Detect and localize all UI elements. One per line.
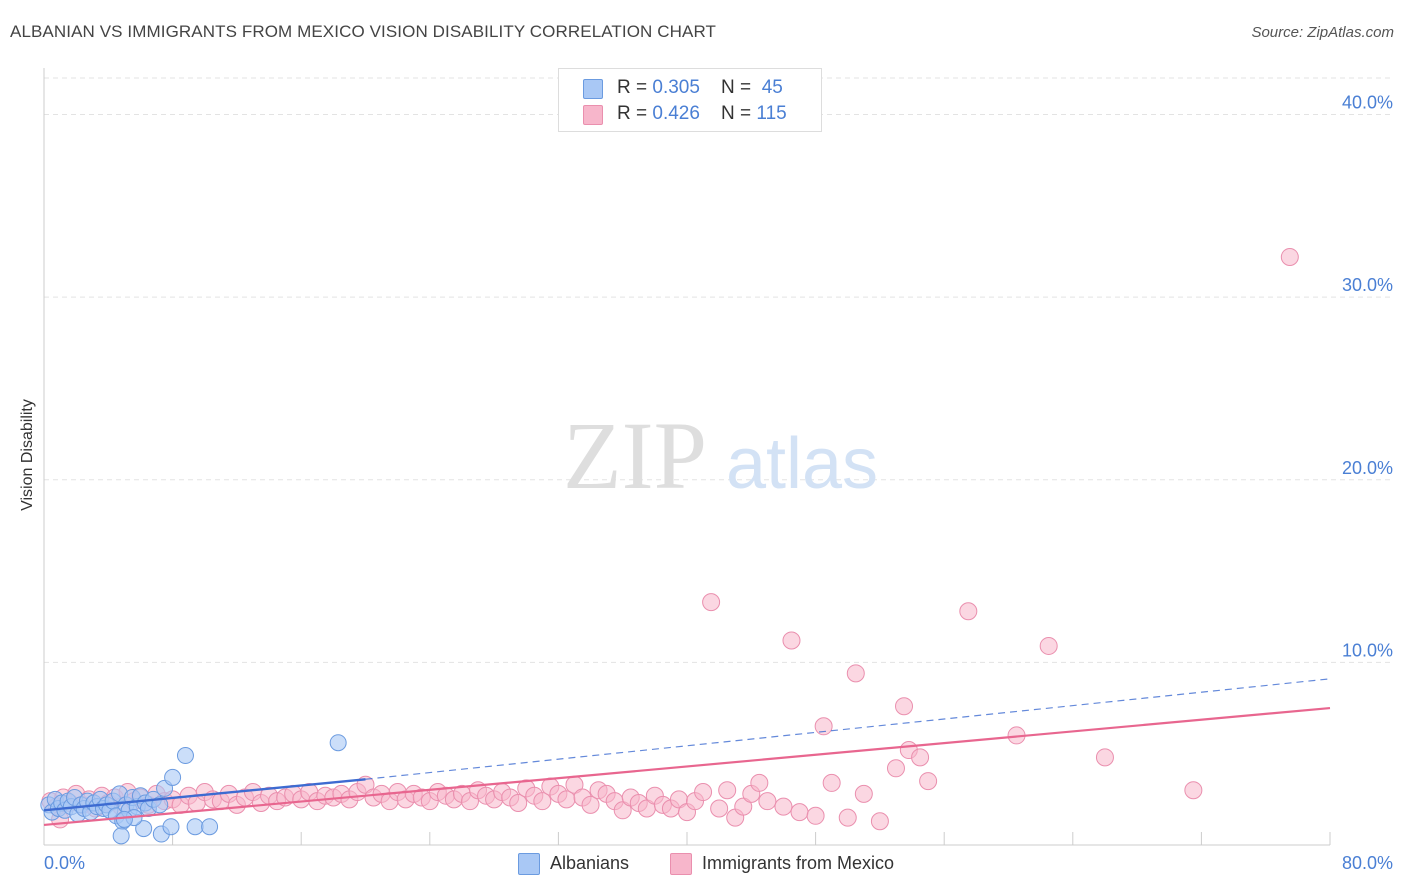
grid-lines xyxy=(44,77,1392,663)
n-value-albanians: 45 xyxy=(761,77,783,98)
mexico-trend-line xyxy=(43,706,1331,827)
watermark: ZIP atlas xyxy=(563,402,878,509)
mexico-point xyxy=(838,808,857,827)
albanian-trend-line xyxy=(43,778,366,812)
albanian-point xyxy=(176,747,194,765)
r-value-mexico: 0.426 xyxy=(652,103,700,124)
albanians-legend-label: Albanians xyxy=(550,853,630,873)
albanian-point xyxy=(151,796,169,814)
mexico-point xyxy=(750,773,769,792)
mexico-point xyxy=(758,792,777,811)
y-tick-label: 30.0% xyxy=(1342,275,1393,295)
mexico-point xyxy=(694,783,713,802)
albanian-point xyxy=(135,820,153,838)
mexico-point xyxy=(718,781,737,800)
albanian-point xyxy=(186,818,204,836)
mexico-point xyxy=(886,759,905,778)
albanian-point xyxy=(329,734,347,752)
mexico-point xyxy=(1280,247,1299,266)
mexico-legend-swatch xyxy=(670,853,692,875)
mexico-point xyxy=(782,631,801,650)
mexico-point xyxy=(710,799,729,818)
x-tick-label-max: 80.0% xyxy=(1342,853,1393,873)
n-label: N = xyxy=(721,103,757,124)
mexico-point xyxy=(1095,748,1114,767)
watermark-zip: ZIP xyxy=(563,402,707,509)
mexico-point xyxy=(509,793,528,812)
r-label: R = xyxy=(617,77,653,98)
y-tick-label: 20.0% xyxy=(1342,458,1393,478)
albanians-swatch xyxy=(583,79,603,99)
albanian-point xyxy=(201,818,219,836)
r-value-albanians: 0.305 xyxy=(652,77,700,98)
albanian-trend-extension xyxy=(365,678,1331,780)
y-tick-label: 40.0% xyxy=(1342,93,1393,113)
albanian-point xyxy=(115,810,133,828)
mexico-legend-label: Immigrants from Mexico xyxy=(702,853,895,873)
y-tick-label: 10.0% xyxy=(1342,640,1393,660)
trend-lines xyxy=(43,678,1331,827)
albanian-point xyxy=(162,818,180,836)
n-label: N = xyxy=(721,77,757,98)
albanian-point xyxy=(164,768,182,786)
mexico-point xyxy=(822,773,841,792)
mexico-point xyxy=(919,772,938,791)
n-value-mexico: 115 xyxy=(756,103,787,124)
mexico-point xyxy=(613,801,632,820)
r-label: R = xyxy=(617,103,653,124)
correlation-legend: R = 0.305 N = 45 R = 0.426 N = 115 xyxy=(558,68,822,132)
albanian-points xyxy=(40,734,347,845)
mexico-point xyxy=(581,795,600,814)
albanians-legend-swatch xyxy=(518,853,540,875)
albanian-point xyxy=(112,827,130,845)
mexico-point xyxy=(846,664,865,683)
mexico-point xyxy=(814,717,833,736)
mexico-swatch xyxy=(583,105,603,125)
mexico-point xyxy=(734,797,753,816)
source-label: Source: ZipAtlas.com xyxy=(1251,24,1394,41)
y-axis-label: Vision Disability xyxy=(19,399,36,511)
mexico-point xyxy=(911,748,930,767)
mexico-point xyxy=(959,602,978,621)
mexico-points xyxy=(41,247,1299,831)
tick-labels: 10.0% 20.0% 30.0% 40.0% 0.0% 80.0% xyxy=(44,93,1393,873)
axes xyxy=(43,68,1331,846)
mexico-point xyxy=(1184,781,1203,800)
mexico-point xyxy=(533,792,552,811)
series-legend: Albanians Immigrants from Mexico xyxy=(0,852,1406,878)
mexico-point xyxy=(790,803,809,822)
watermark-atlas: atlas xyxy=(726,424,878,504)
chart-title: ALBANIAN VS IMMIGRANTS FROM MEXICO VISIO… xyxy=(10,22,716,41)
mexico-point xyxy=(774,797,793,816)
mexico-point xyxy=(870,812,889,831)
mexico-point xyxy=(854,784,873,803)
x-tick-label-min: 0.0% xyxy=(44,853,85,873)
mexico-point xyxy=(806,806,825,825)
mexico-point xyxy=(895,697,914,716)
mexico-point xyxy=(1039,636,1058,655)
mexico-point xyxy=(702,593,721,612)
